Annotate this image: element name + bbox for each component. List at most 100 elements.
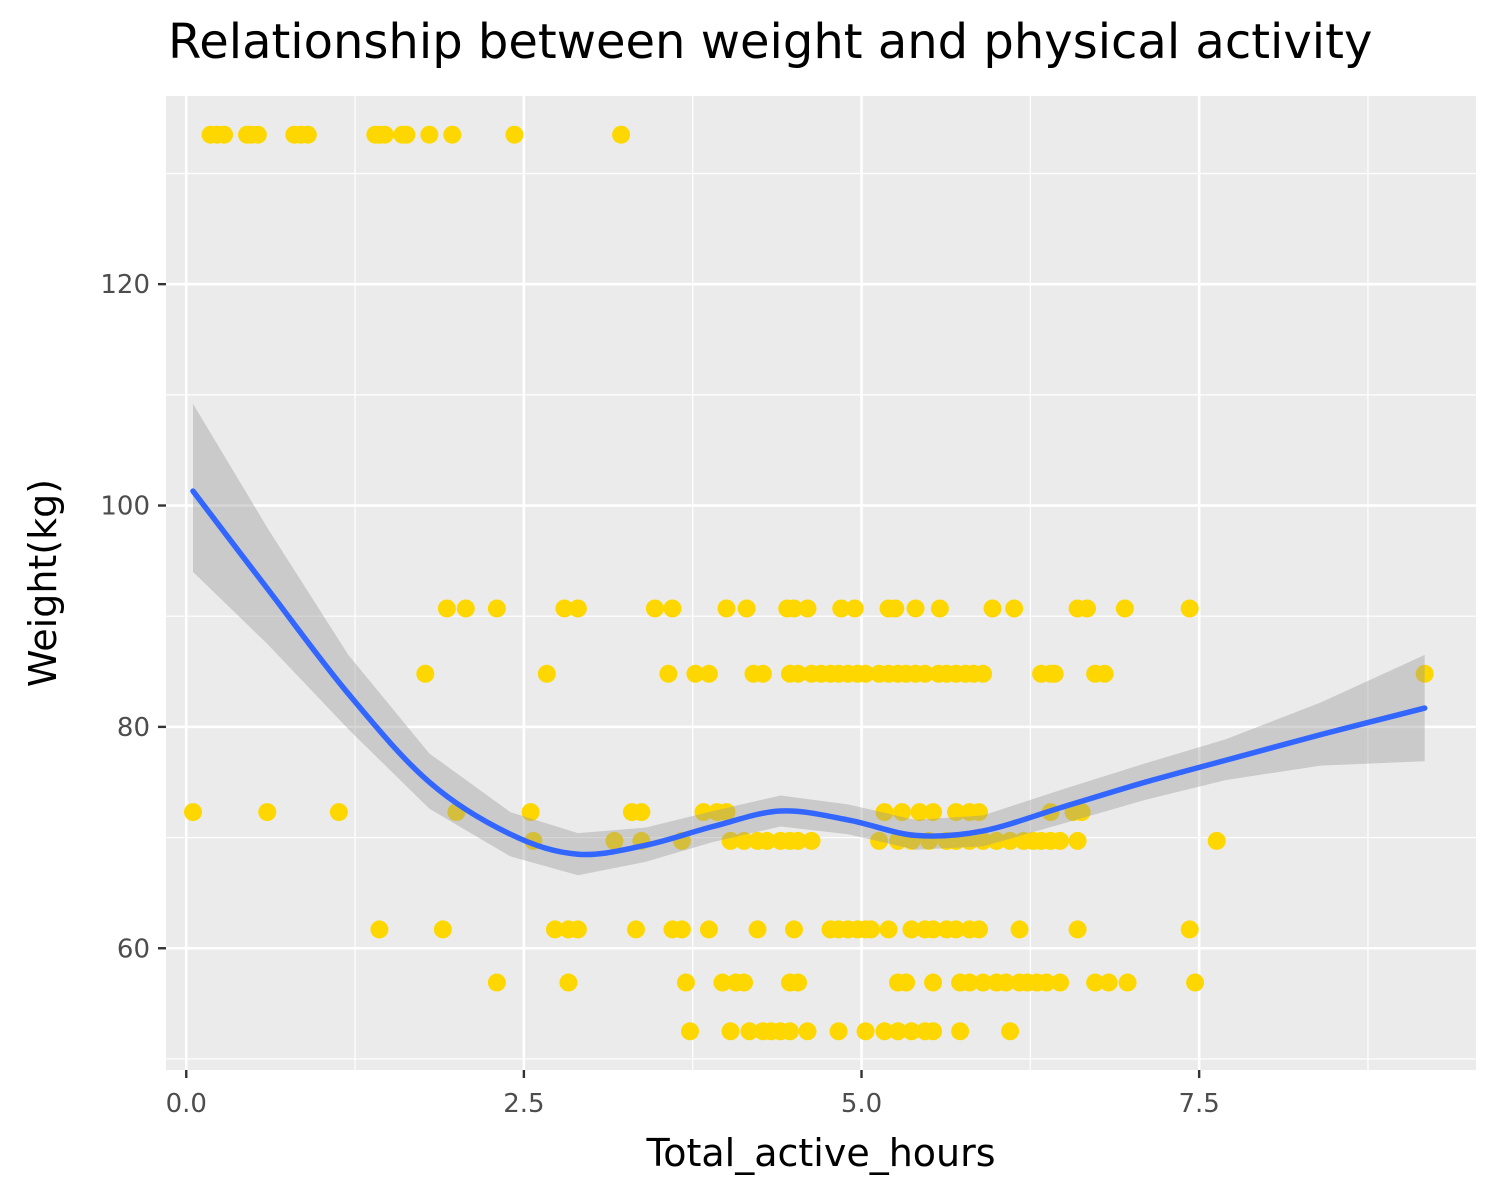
data-point: [856, 664, 875, 683]
data-point: [997, 973, 1016, 992]
data-point: [433, 920, 452, 939]
data-point: [845, 599, 864, 618]
data-point: [789, 973, 808, 992]
smooth-trend-line: [190, 488, 1428, 858]
data-point: [626, 920, 645, 939]
data-point: [974, 831, 993, 850]
data-point: [924, 803, 943, 822]
data-point: [437, 599, 456, 618]
data-point: [1086, 973, 1105, 992]
data-point: [559, 973, 578, 992]
data-point: [248, 125, 267, 144]
data-point: [947, 920, 966, 939]
data-point: [545, 920, 564, 939]
data-point: [902, 920, 921, 939]
data-point: [605, 831, 624, 850]
y-tick-label: 100: [100, 492, 150, 522]
plot-panel: [166, 96, 1476, 1070]
data-point: [960, 973, 979, 992]
y-tick-label: 80: [117, 713, 150, 743]
data-point: [1115, 599, 1134, 618]
data-point: [184, 803, 203, 822]
data-point: [798, 1022, 817, 1041]
data-point: [974, 664, 993, 683]
data-point: [798, 599, 817, 618]
data-point: [1415, 664, 1434, 683]
data-point: [915, 664, 934, 683]
data-point: [1095, 664, 1114, 683]
data-point: [875, 803, 894, 822]
data-point: [555, 599, 574, 618]
data-point: [888, 1022, 907, 1041]
data-point: [663, 599, 682, 618]
data-point: [215, 125, 234, 144]
data-point: [789, 664, 808, 683]
data-point: [906, 599, 925, 618]
data-point: [1180, 599, 1199, 618]
x-tick-label: 2.5: [503, 1089, 544, 1119]
data-point: [832, 599, 851, 618]
data-point: [713, 973, 732, 992]
data-points: [184, 125, 1434, 1041]
data-point: [1051, 831, 1070, 850]
data-point: [505, 125, 524, 144]
data-point: [748, 920, 767, 939]
data-point: [672, 920, 691, 939]
data-point: [699, 664, 718, 683]
chart-title: Relationship between weight and physical…: [168, 14, 1373, 70]
y-tick-label: 120: [100, 270, 150, 300]
data-point: [537, 664, 556, 683]
data-point: [870, 831, 889, 850]
data-point: [1118, 973, 1137, 992]
data-point: [930, 599, 949, 618]
data-point: [487, 599, 506, 618]
data-point: [983, 599, 1002, 618]
data-point: [694, 803, 713, 822]
data-point: [645, 599, 664, 618]
smooth-line: [190, 488, 1428, 858]
data-point: [875, 1022, 894, 1041]
data-point: [784, 599, 803, 618]
data-point: [721, 1022, 740, 1041]
data-point: [487, 973, 506, 992]
x-axis: 0.0 2.5 5.0 7.5: [166, 1070, 1220, 1119]
data-point: [1068, 920, 1087, 939]
data-point: [740, 1022, 759, 1041]
data-point: [676, 973, 695, 992]
data-point: [1005, 599, 1024, 618]
data-point: [1001, 1022, 1020, 1041]
data-point: [456, 599, 475, 618]
data-point: [699, 920, 718, 939]
data-point: [893, 803, 912, 822]
data-point: [1051, 973, 1070, 992]
x-axis-title: Total_active_hours: [645, 1131, 995, 1175]
data-point: [298, 125, 317, 144]
data-point: [1010, 920, 1029, 939]
y-axis-title: Weight(kg): [21, 479, 65, 687]
data-point: [987, 831, 1006, 850]
data-point: [1045, 664, 1064, 683]
data-point: [1072, 803, 1091, 822]
data-point: [879, 920, 898, 939]
data-point: [974, 973, 993, 992]
y-tick-label: 60: [117, 934, 150, 964]
data-point: [717, 599, 736, 618]
data-point: [784, 920, 803, 939]
data-point: [856, 1022, 875, 1041]
data-point: [1001, 831, 1020, 850]
data-point: [802, 831, 821, 850]
data-point: [568, 599, 587, 618]
data-point: [258, 803, 277, 822]
data-point: [1099, 973, 1118, 992]
data-point: [568, 920, 587, 939]
data-point: [443, 125, 462, 144]
data-point: [924, 973, 943, 992]
data-point: [757, 831, 776, 850]
y-axis: 60 80 100 120: [100, 270, 166, 964]
major-gridlines: [166, 96, 1476, 1070]
data-point: [1037, 973, 1056, 992]
data-point: [420, 125, 439, 144]
data-point: [735, 831, 754, 850]
data-point: [659, 664, 678, 683]
